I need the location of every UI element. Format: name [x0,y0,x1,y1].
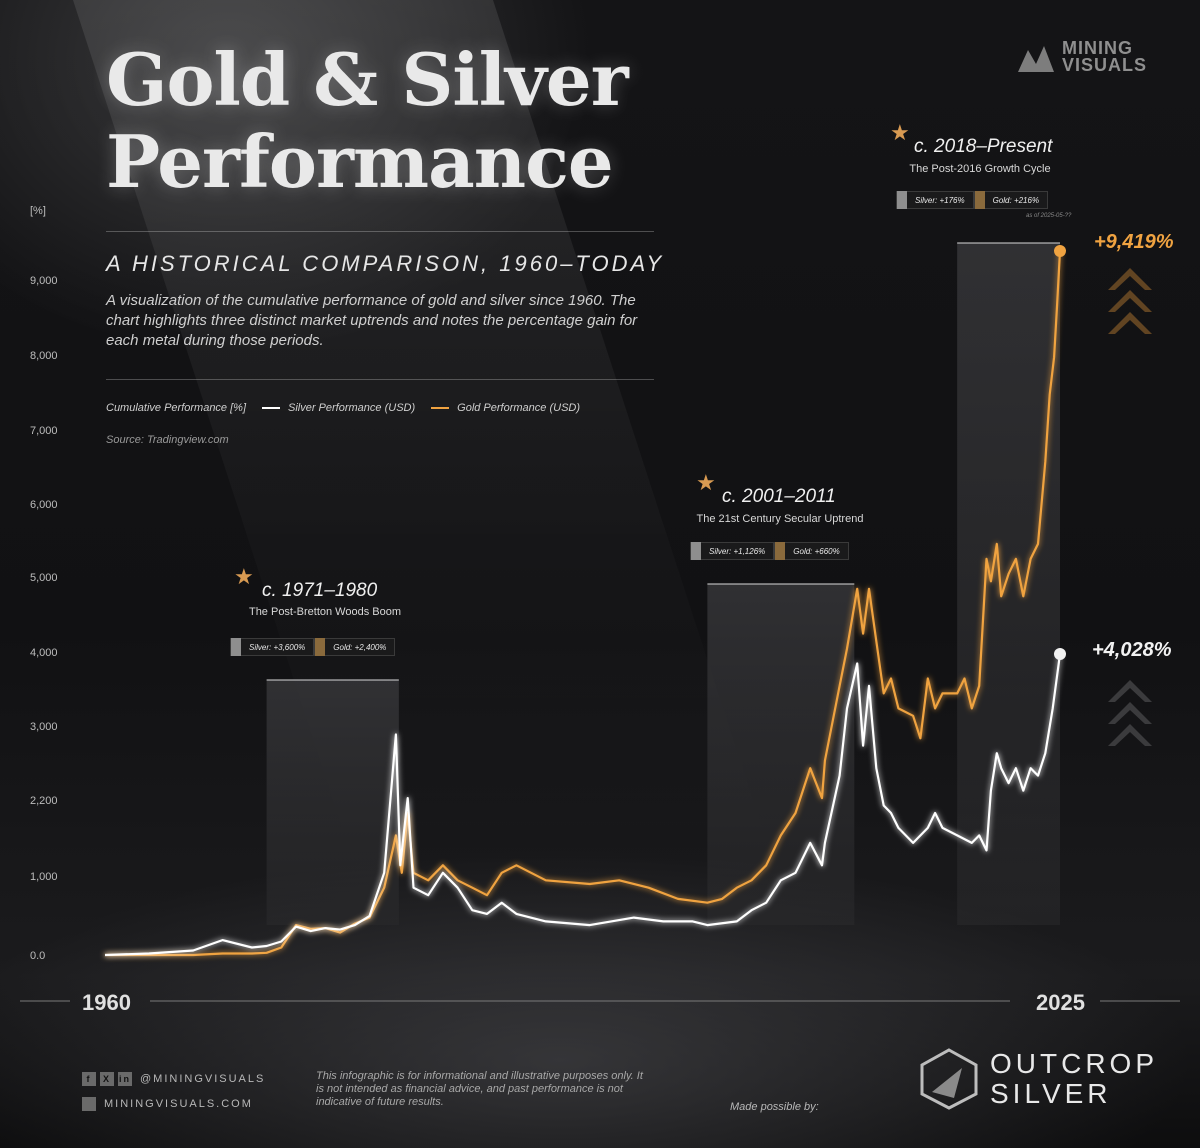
title-line2: Performance [106,119,614,204]
description: A visualization of the cumulative perfor… [106,292,638,349]
period3-star-icon: ★ [890,120,910,145]
silver-up-arrows [1108,680,1152,746]
period3-badge: Silver: +176% Gold: +216% [896,191,1049,209]
period1-subtitle: The Post-Bretton Woods Boom [248,606,402,618]
logo-line2: VISUALS [1062,55,1148,75]
gold-endpoint-dot [1054,245,1066,258]
period2-title: c. 2001–2011 [722,486,836,507]
legend-gold-label: Gold Performance (USD) [457,402,581,414]
sponsor-logo: OUTCROP SILVER [918,1048,1158,1110]
x-end-label: 2025 [1036,990,1085,1015]
period3-title: c. 2018–Present [914,136,1053,157]
sponsor-line1: OUTCROP [990,1048,1158,1079]
period2-subtitle: The 21st Century Secular Uptrend [696,513,864,525]
legend-label: Cumulative Performance [%] [106,402,246,414]
period3-subtitle: The Post-2016 Growth Cycle [909,163,1051,175]
period-highlight-panel [266,680,399,925]
period3-date-note: as of 2025-05-?? [1026,213,1072,219]
made-possible-label: Made possible by: [730,1101,819,1113]
legend-gold-swatch [431,407,450,409]
source-note: Source: Tradingview.com [106,434,229,446]
y-tick-label: 3,000 [30,721,58,733]
period2-star-icon: ★ [696,470,716,495]
y-tick-label: 7,000 [30,425,58,437]
y-tick-label: 4,000 [30,647,58,659]
period-highlight-panel [707,584,855,925]
facebook-icon[interactable]: f [82,1072,96,1086]
y-tick-label: 5,000 [30,572,58,584]
period3-silver-gain: Silver: +176% [896,191,974,209]
legend: Cumulative Performance [%] Silver Perfor… [106,402,580,414]
x-start-label: 1960 [82,990,131,1015]
outcrop-mark-icon [920,1048,978,1110]
silver-final-label: +4,028% [1092,639,1172,661]
period1-gold-gain: Gold: +2,400% [314,638,396,656]
period2-silver-gain: Silver: +1,126% [690,542,775,560]
y-axis-unit: [%] [30,205,46,217]
mining-visuals-mark-icon [1018,46,1054,72]
mining-visuals-logo: MINING VISUALS [1018,38,1148,75]
period2-gold-gain: Gold: +660% [774,542,849,560]
y-tick-label: 8,000 [30,350,58,362]
website-row: MININGVISUALS.COM [82,1097,253,1111]
y-tick-label: 1,000 [30,871,58,883]
period2-badge: Silver: +1,126% Gold: +660% [690,542,849,560]
legend-silver-swatch [262,407,280,409]
legend-silver-label: Silver Performance (USD) [288,402,416,414]
subtitle: A HISTORICAL COMPARISON, 1960–TODAY [106,251,665,276]
period3-gold-gain: Gold: +216% [973,191,1049,209]
x-icon[interactable]: X [100,1072,114,1086]
period1-title: c. 1971–1980 [262,580,378,601]
website-link[interactable]: MININGVISUALS.COM [104,1098,253,1110]
sponsor-line2: SILVER [990,1078,1112,1109]
title-line1: Gold & Silver [106,37,629,122]
period-highlight-panel [957,243,1060,925]
y-tick-label: 6,000 [30,499,58,511]
home-icon [82,1097,96,1111]
gold-up-arrows [1108,268,1152,334]
y-tick-label: 0.0 [30,950,46,962]
logo-line1: MINING [1062,38,1133,58]
gold-final-label: +9,419% [1094,231,1174,253]
y-tick-label: 9,000 [30,275,58,287]
title-divider [106,231,654,232]
linkedin-icon[interactable]: in [118,1072,132,1086]
gold-series-line [105,251,1062,957]
period1-badge: Silver: +3,600% Gold: +2,400% [230,638,396,656]
social-handle[interactable]: @MININGVISUALS [140,1073,266,1085]
period1-silver-gain: Silver: +3,600% [230,638,315,656]
social-row: f X in @MININGVISUALS [82,1072,265,1086]
disclaimer: This infographic is for informational an… [316,1070,643,1108]
legend-divider [106,379,654,380]
silver-endpoint-dot [1054,647,1066,660]
silver-series-line [104,653,1062,957]
period1-star-icon: ★ [234,564,254,589]
y-tick-label: 2,200 [30,795,58,807]
